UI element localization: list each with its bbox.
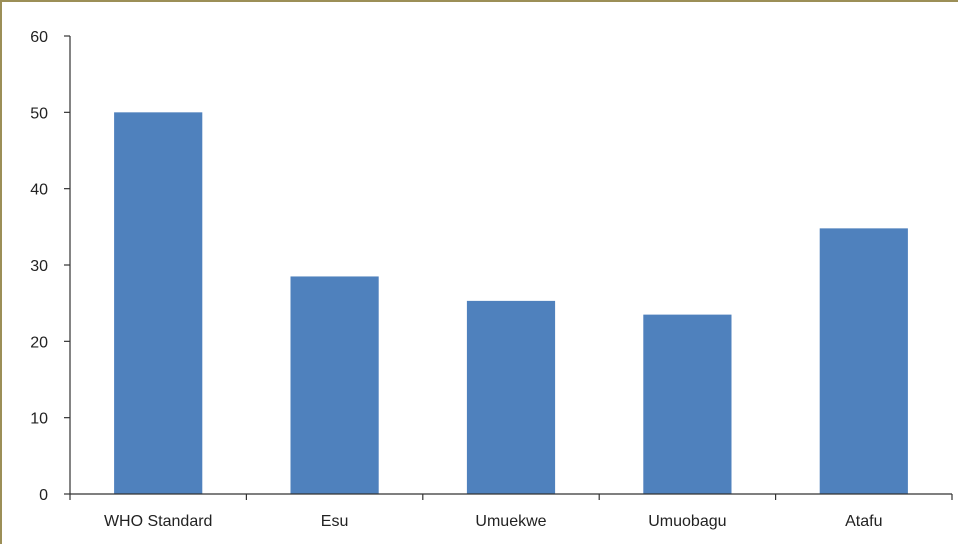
- bar-atafu: [819, 228, 908, 495]
- y-axis: 0 10 20 30 40 50 60: [30, 29, 71, 504]
- x-tick-label: WHO Standard: [104, 513, 212, 530]
- y-tick-label: 30: [30, 258, 48, 275]
- bar-esu: [290, 276, 379, 494]
- x-tick-label: Umuobagu: [648, 513, 726, 530]
- y-tick-label: 50: [30, 105, 48, 122]
- y-tick-label: 10: [30, 411, 48, 428]
- y-tick-label: 0: [39, 487, 48, 504]
- x-tick-label: Esu: [321, 513, 349, 530]
- bar-who-standard: [114, 112, 203, 494]
- bar-umuobagu: [643, 314, 732, 494]
- x-axis: WHO Standard Esu Umuekwe Umuobagu Atafu: [69, 493, 953, 530]
- bars-group: [114, 112, 908, 495]
- y-tick-label: 40: [30, 182, 48, 199]
- y-tick-label: 20: [30, 334, 48, 351]
- y-tick-label: 60: [30, 29, 48, 46]
- bar-umuekwe: [466, 300, 556, 494]
- x-tick-label: Atafu: [845, 513, 882, 530]
- x-tick-label: Umuekwe: [475, 513, 546, 530]
